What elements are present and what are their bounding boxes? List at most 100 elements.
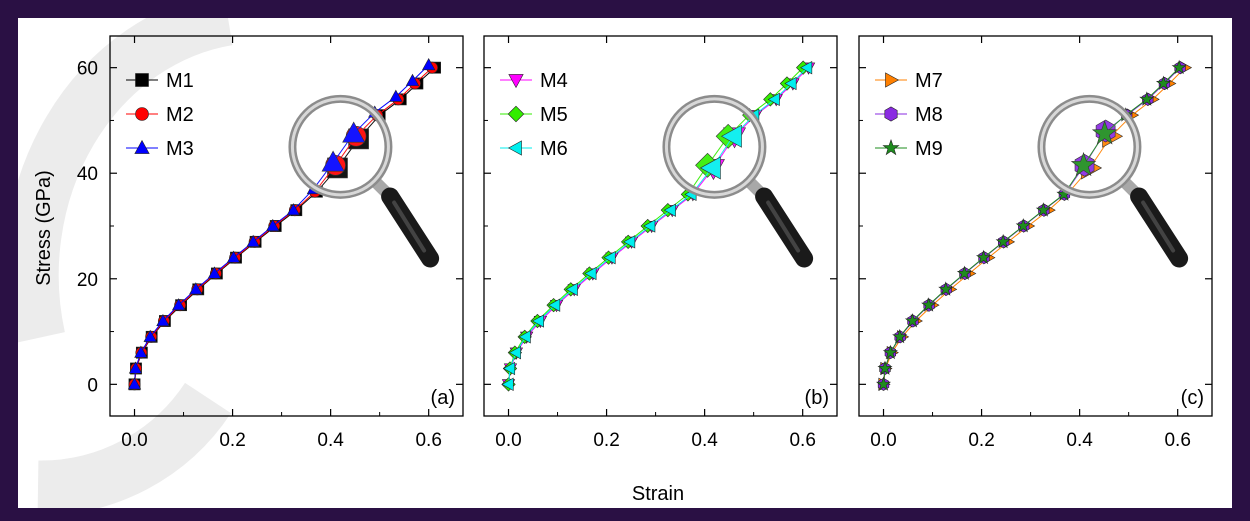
data-point-M9 <box>1070 151 1097 177</box>
chart-panel-2: 0.0 0.2 0.4 0.6 M4 M5 M6 (b) <box>483 35 838 451</box>
chart-panel-3: 0.0 0.2 0.4 0.6 M7 M8 M9 (c) <box>858 35 1213 451</box>
background-watermark <box>18 18 233 508</box>
data-point-M9 <box>1171 59 1187 75</box>
legend-marker <box>507 140 522 156</box>
x-tick-label: 0.6 <box>789 430 815 451</box>
data-point-M6 <box>623 235 636 249</box>
data-point-M9 <box>956 265 972 280</box>
data-point-M9 <box>1091 120 1118 145</box>
data-point-M9 <box>995 233 1011 249</box>
data-point-M3 <box>134 345 148 358</box>
x-tick-label: 0.4 <box>691 430 718 451</box>
data-point-M9 <box>1139 91 1155 106</box>
legend-item-M1: M1 <box>126 70 194 92</box>
panels: 0.0 0.2 0.4 0.6 0 20 40 60 M1 M2 M3 (a) 0.0 0.2 0.4 0.6… <box>77 35 1213 451</box>
data-point-M3 <box>171 298 186 311</box>
data-point-M9 <box>1155 75 1171 90</box>
data-point-M9 <box>1035 202 1051 217</box>
legend-label: M2 <box>166 104 194 126</box>
x-tick-label: 0.2 <box>219 430 245 451</box>
data-point-M3 <box>246 234 260 247</box>
legend: M1 M2 M3 <box>126 70 194 160</box>
panel-label: (c) <box>1181 387 1204 409</box>
legend-marker <box>508 74 524 89</box>
data-point-M6 <box>767 92 780 107</box>
data-point-M3 <box>389 89 403 102</box>
data-point-M6 <box>784 76 797 91</box>
data-point-M6 <box>501 377 514 392</box>
figure: 0.0 0.2 0.4 0.6 0 20 40 60 M1 M2 M3 (a) 0.0 0.2 0.4 0.6… <box>18 18 1232 508</box>
data-point-M6 <box>531 314 544 328</box>
legend-marker <box>507 105 525 123</box>
data-point-M3 <box>156 313 170 327</box>
x-tick-label: 0.4 <box>1066 430 1093 451</box>
data-point-M6 <box>584 266 597 281</box>
data-point-M9 <box>882 344 898 360</box>
magnifier-icon <box>662 94 814 268</box>
legend-marker <box>884 106 898 122</box>
data-point-M9 <box>875 376 892 391</box>
panel-label: (b) <box>805 387 829 409</box>
legend-item-M5: M5 <box>500 104 568 126</box>
data-point-M6 <box>720 124 742 148</box>
x-axis-label: Strain <box>632 483 684 505</box>
data-point-M9 <box>877 360 893 375</box>
data-point-M3 <box>266 218 280 232</box>
legend-label: M5 <box>540 104 568 126</box>
legend-label: M7 <box>915 70 943 92</box>
data-point-M9 <box>892 328 908 344</box>
data-point-M3 <box>207 266 222 279</box>
data-point-M6 <box>663 203 676 217</box>
data-point-M3 <box>143 329 157 342</box>
legend-marker <box>882 138 900 156</box>
magnifier-icon <box>1037 94 1189 268</box>
data-point-M3 <box>422 57 436 71</box>
data-point-M9 <box>1015 218 1031 233</box>
data-point-M9 <box>921 297 937 312</box>
magnifier-icon <box>288 94 440 268</box>
legend-label: M6 <box>540 138 568 160</box>
legend-item-M3: M3 <box>126 138 194 160</box>
legend-label: M4 <box>540 70 568 92</box>
legend-marker <box>135 107 149 121</box>
x-tick-label: 0.2 <box>968 430 994 451</box>
data-point-M3 <box>127 377 142 390</box>
legend: M7 M8 M9 <box>875 70 943 160</box>
y-tick-label: 40 <box>77 164 98 185</box>
data-point-M3 <box>321 150 345 172</box>
data-point-M9 <box>904 313 920 328</box>
y-tick-label: 60 <box>77 59 98 80</box>
data-point-M6 <box>643 219 656 233</box>
legend-item-M6: M6 <box>500 138 568 160</box>
legend-marker <box>135 73 149 87</box>
data-point-M9 <box>938 281 954 296</box>
y-tick-label: 0 <box>87 375 98 396</box>
x-tick-label: 0.6 <box>1164 430 1190 451</box>
data-point-M6 <box>800 60 813 75</box>
x-tick-label: 0.4 <box>317 430 344 451</box>
watermark-arc <box>37 382 231 508</box>
legend-label: M8 <box>915 104 943 126</box>
panel-label: (a) <box>431 387 455 409</box>
y-tick-label: 20 <box>77 270 98 291</box>
data-point-M3 <box>128 361 143 374</box>
x-tick-label: 0.0 <box>121 430 147 451</box>
chart-panel-1: 0.0 0.2 0.4 0.6 0 20 40 60 M1 M2 M3 (a) <box>77 35 464 451</box>
legend-item-M2: M2 <box>126 104 194 126</box>
data-point-M6 <box>548 298 561 312</box>
data-point-M6 <box>565 282 578 297</box>
watermark-arc <box>18 18 233 343</box>
data-point-M6 <box>603 250 616 265</box>
legend-item-M4: M4 <box>500 70 568 92</box>
data-point-M3 <box>342 121 366 143</box>
legend-item-M9: M9 <box>875 138 943 160</box>
legend-label: M9 <box>915 138 943 160</box>
legend-item-M7: M7 <box>875 70 943 92</box>
y-axis-label: Stress (GPa) <box>33 170 55 286</box>
legend: M4 M5 M6 <box>500 70 568 160</box>
legend-marker <box>134 139 150 154</box>
x-tick-label: 0.0 <box>870 430 896 451</box>
legend-label: M1 <box>166 70 194 92</box>
data-point-M3 <box>226 250 241 263</box>
data-point-M6 <box>508 345 521 360</box>
